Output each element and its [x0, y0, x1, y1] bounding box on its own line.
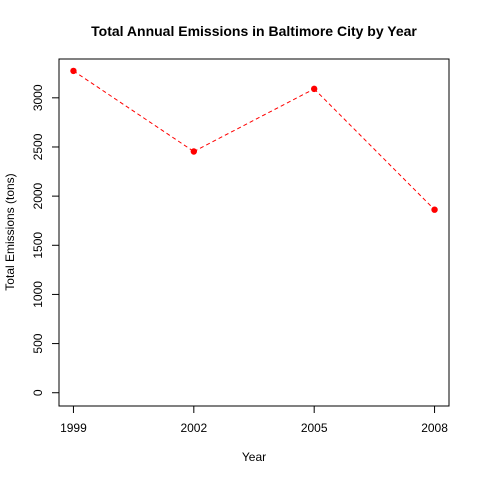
y-tick-label: 1500 [31, 232, 45, 259]
x-tick-label: 2002 [180, 421, 207, 435]
y-tick-label: 2500 [31, 133, 45, 160]
x-tick-label: 2008 [421, 421, 448, 435]
plot-frame [58, 58, 450, 407]
series-line-segment [193, 88, 315, 152]
data-point [431, 206, 438, 213]
data-point [70, 67, 77, 75]
chart-title: Total Annual Emissions in Baltimore City… [91, 23, 417, 39]
series-line-segment [73, 70, 195, 152]
y-axis-label: Total Emissions (tons) [3, 173, 17, 290]
y-tick-label: 3000 [31, 84, 45, 111]
series-line-segment [313, 88, 435, 211]
y-tick-label: 2000 [31, 182, 45, 209]
data-point [190, 148, 198, 155]
x-axis: 1999 2002 2005 2008 [60, 405, 448, 435]
y-axis: 0 500 1000 1500 2000 2500 3000 [31, 84, 60, 396]
y-tick-label: 500 [31, 333, 45, 353]
y-tick-label: 1000 [31, 281, 45, 308]
data-point [310, 85, 318, 93]
x-tick-label: 2005 [301, 421, 328, 435]
x-tick-label: 1999 [60, 421, 87, 435]
y-tick-label: 0 [31, 389, 45, 396]
series-layer [70, 67, 438, 213]
x-axis-label: Year [242, 450, 266, 464]
